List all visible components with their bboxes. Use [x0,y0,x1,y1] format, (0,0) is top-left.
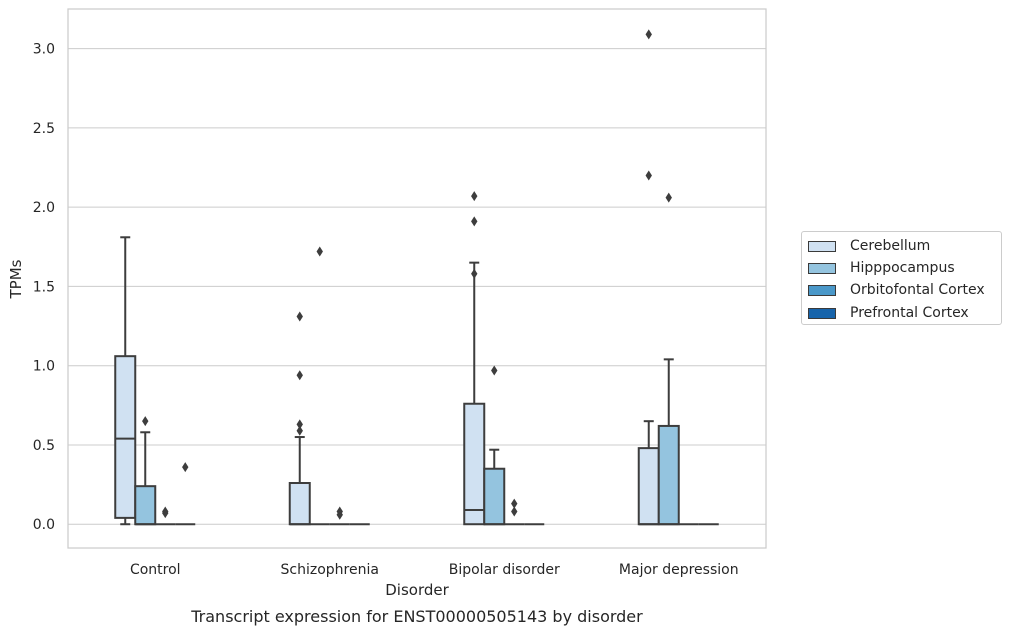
box-cerebellum-1 [288,311,311,526]
box-hipppocampus-3 [657,192,680,526]
box-cerebellum-3 [637,29,660,526]
outlier-point [162,508,169,519]
box-body [637,447,660,526]
outlier-point [316,246,323,257]
outlier-point [296,370,303,381]
outlier-point [645,170,652,181]
outlier-point [645,29,652,40]
y-tick-label: 0.0 [33,517,55,533]
outlier-point [665,192,672,203]
box-body [657,424,680,526]
y-tick-label: 2.5 [33,121,55,137]
x-axis-label: Disorder [385,581,449,599]
outlier-point [296,425,303,436]
y-tick-label: 1.5 [33,279,55,295]
legend-item-hippocampus: Hipppocampus [808,259,955,277]
legend-swatch [808,262,836,274]
box-body [134,485,157,526]
x-tick-label: Schizophrenia [281,562,379,578]
legend-swatch [808,240,836,252]
legend-label: Hipppocampus [850,260,955,276]
legend-item-orbitofrontal-cortex: Orbitofontal Cortex [808,281,985,299]
y-tick-label: 1.0 [33,359,55,375]
y-tick-label: 3.0 [33,42,55,58]
box-orbitofontal-cortex-0 [155,506,176,526]
box-body [288,482,311,526]
box-cerebellum-0 [114,236,137,526]
x-axis-ticks: Control Schizophrenia Bipolar disorder Majo… [130,562,739,578]
outlier-point [471,216,478,227]
box-body [483,467,506,526]
box-orbitofontal-cortex-1 [329,506,350,526]
x-tick-label: Control [130,562,181,578]
plot-frame [67,8,767,549]
chart-title: Transcript expression for ENST0000050514… [190,607,643,626]
x-tick-label: Bipolar disorder [449,562,560,578]
outlier-point [296,419,303,430]
gridlines [68,48,766,525]
legend-swatch [808,284,836,296]
legend-label: Orbitofontal Cortex [850,282,985,298]
box-orbitofontal-cortex-2 [504,498,525,526]
x-tick-label: Major depression [619,562,739,578]
box-hipppocampus-0 [134,416,157,526]
legend-item-cerebellum: Cerebellum [808,237,930,255]
outlier-point [471,191,478,202]
box-series [114,29,719,526]
box-hipppocampus-1 [309,246,330,526]
y-axis-label: TPMs [7,259,25,299]
outlier-point [471,268,478,279]
outlier-point [142,416,149,427]
legend: Cerebellum Hipppocampus Orbitofontal Cor… [801,231,1002,325]
legend-swatch [808,307,836,319]
y-tick-label: 0.5 [33,438,55,454]
outlier-point [296,311,303,322]
box-cerebellum-2 [463,191,486,526]
box-prefrontal-cortex-0 [175,462,196,526]
box-body [114,355,137,519]
outlier-point [491,365,498,376]
legend-item-prefrontal-cortex: Prefrontal Cortex [808,304,969,322]
outlier-point [182,462,189,473]
legend-label: Prefrontal Cortex [850,305,969,321]
y-axis-ticks: 0.0 0.5 1.0 1.5 2.0 2.5 3.0 [33,42,55,534]
legend-label: Cerebellum [850,238,931,254]
box-hipppocampus-2 [483,365,506,526]
outlier-point [511,506,518,517]
outlier-point [336,509,343,520]
y-tick-label: 2.0 [33,200,55,216]
box-body [463,402,486,526]
outlier-point [511,498,518,509]
